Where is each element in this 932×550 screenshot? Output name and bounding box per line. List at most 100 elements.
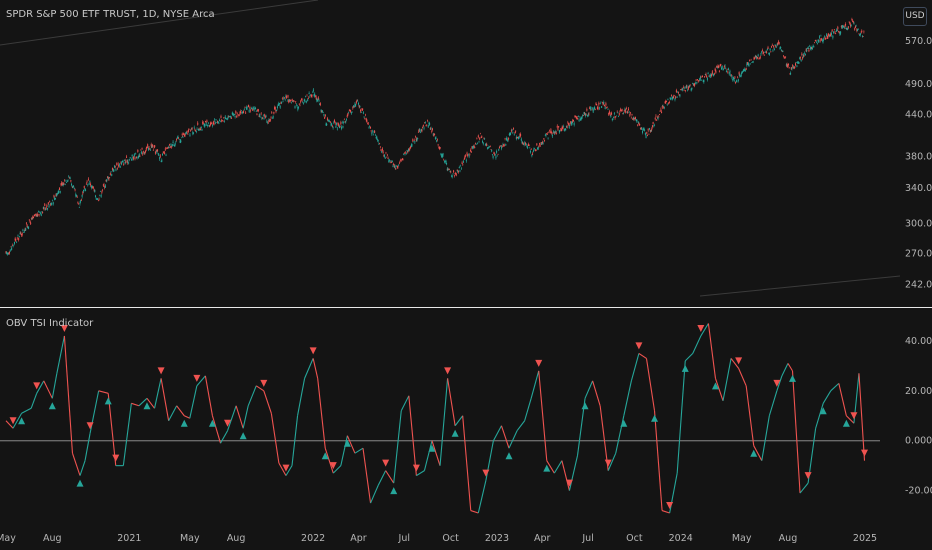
tsi-line-segment [176,405,185,417]
tsi-line-segment [291,415,299,466]
trend-line-upper[interactable] [0,0,319,46]
tsi-line-segment [700,323,709,337]
price-candle [344,120,346,123]
price-candle [174,142,176,147]
price-candle [768,52,770,56]
price-candle [606,106,608,108]
tsi-line-segment [538,370,548,461]
price-candle [496,155,498,157]
price-candle [552,131,554,134]
price-candle [288,99,290,102]
price-candle [5,251,7,254]
price-candle [179,139,181,143]
tsi-line-segment [607,452,617,471]
price-candle [544,139,546,143]
price-candle [482,142,484,146]
price-candle [133,153,135,158]
price-candle [790,66,792,70]
price-candle [814,41,816,44]
price-candle [434,133,436,136]
price-candle [86,179,88,184]
price-candle [293,100,295,102]
price-candle [634,118,636,120]
price-candle [745,67,747,71]
price-candle [267,120,269,124]
tsi-line-segment [524,398,532,421]
price-candle [61,181,63,186]
price-candle [13,241,15,246]
price-candle [733,78,735,83]
price-candle [583,111,585,116]
price-candle [162,151,164,154]
price-axis-label: 440.00 [905,110,932,121]
price-candle [30,217,32,221]
price-candle [200,126,202,129]
price-candle [311,93,313,99]
price-candle [479,132,481,135]
price-candle [415,136,417,142]
price-candle [298,103,300,105]
price-candle [787,63,789,67]
price-candle [656,119,658,121]
price-candle [379,145,381,149]
price-candle [799,56,801,60]
price-candle [303,98,305,102]
tsi-line-segment [684,353,694,362]
price-candle [669,97,671,100]
price-candle [349,109,351,113]
price-candle [853,21,855,25]
price-candle [262,117,264,120]
price-candle [32,215,34,220]
price-candle [217,120,219,124]
price-candle [752,61,754,63]
price-candle [439,147,441,150]
price-candle [587,112,589,117]
price-axis-label: 380.00 [905,151,932,162]
price-candle [537,146,539,151]
price-candle [856,28,858,33]
price-candle [501,145,503,151]
price-candle [711,73,713,78]
price-candle [286,99,288,102]
price-candle [338,123,340,127]
price-candle [164,146,166,151]
price-pane[interactable] [0,0,901,297]
price-candle [790,71,792,76]
price-candle [83,185,85,189]
price-candle [183,133,185,137]
price-candle [446,167,448,172]
indicator-axis-label: 0.000 [905,436,932,447]
tsi-line-segment [745,385,755,446]
price-candle [719,63,721,68]
price-candle [54,197,56,200]
price-candle [759,57,761,60]
indicator-pane[interactable] [0,323,880,514]
price-candle [520,132,522,138]
currency-button[interactable]: USD [903,7,927,26]
tsi-line-segment [184,415,191,419]
price-candle [805,48,807,53]
tsi-line-segment [79,460,86,476]
sell-signal-marker [860,449,868,457]
price-candle [637,124,639,127]
price-candle [197,128,199,131]
price-candle [233,113,235,116]
price-candle [825,37,827,40]
price-candle [522,142,524,145]
price-candle [13,244,15,246]
price-candle [410,143,412,148]
price-candle [173,144,175,147]
price-candle [415,135,417,138]
trend-line-lower[interactable] [699,275,901,297]
tsi-line-segment [385,470,395,484]
price-candle [57,190,59,195]
price-candle [11,246,13,251]
indicator-pane-title[interactable]: OBV TSI Indicator [6,318,94,329]
sell-signal-marker [329,462,337,470]
price-candle [759,55,761,60]
price-candle [389,161,391,164]
price-candle [39,210,41,214]
tsi-line-segment [822,390,832,404]
price-candle [366,119,368,123]
